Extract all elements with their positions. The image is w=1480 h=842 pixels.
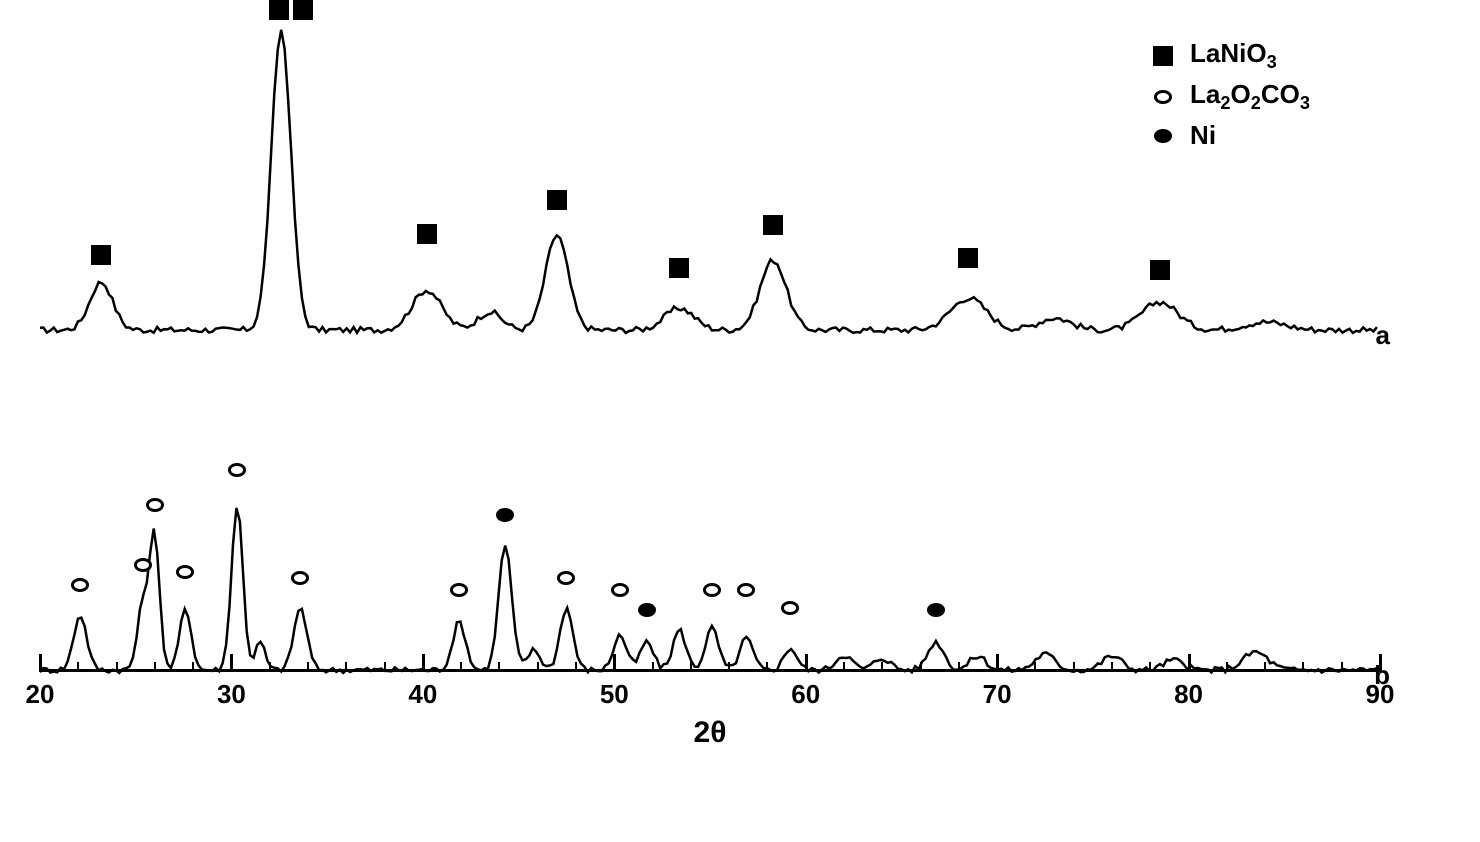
plot-area: a b 2030405060708090 2θ: [40, 10, 1380, 750]
tick-label: 40: [408, 679, 437, 710]
filled-square-icon: [91, 245, 111, 265]
filled-circle-icon: [496, 508, 514, 522]
filled-square-icon: [669, 258, 689, 278]
tick-label: 20: [26, 679, 55, 710]
xrd-chart: LaNiO3 La2O2CO3 Ni a b 2030405060708090 …: [30, 10, 1450, 830]
open-circle-icon: [176, 565, 194, 579]
tick-label: 50: [600, 679, 629, 710]
xrd-trace-a: [40, 30, 1377, 333]
x-axis-title: 2θ: [694, 716, 727, 750]
tick-label: 80: [1174, 679, 1203, 710]
filled-square-icon: [1150, 260, 1170, 280]
tick-label: 60: [791, 679, 820, 710]
x-axis-line: [40, 669, 1380, 672]
xrd-traces-svg: [40, 10, 1380, 750]
open-circle-icon: [134, 558, 152, 572]
open-circle-icon: [611, 583, 629, 597]
open-circle-icon: [146, 498, 164, 512]
tick-label: 30: [217, 679, 246, 710]
open-circle-icon: [71, 578, 89, 592]
pattern-label-a: a: [1376, 320, 1390, 351]
open-circle-icon: [703, 583, 721, 597]
open-circle-icon: [450, 583, 468, 597]
filled-square-icon: [293, 0, 313, 20]
tick-label: 70: [983, 679, 1012, 710]
tick-label: 90: [1366, 679, 1395, 710]
open-circle-icon: [228, 463, 246, 477]
open-circle-icon: [557, 571, 575, 585]
filled-square-icon: [269, 0, 289, 20]
filled-square-icon: [763, 215, 783, 235]
filled-square-icon: [417, 224, 437, 244]
filled-circle-icon: [638, 603, 656, 617]
filled-square-icon: [958, 248, 978, 268]
filled-square-icon: [547, 190, 567, 210]
filled-circle-icon: [927, 603, 945, 617]
open-circle-icon: [781, 601, 799, 615]
open-circle-icon: [291, 571, 309, 585]
open-circle-icon: [737, 583, 755, 597]
